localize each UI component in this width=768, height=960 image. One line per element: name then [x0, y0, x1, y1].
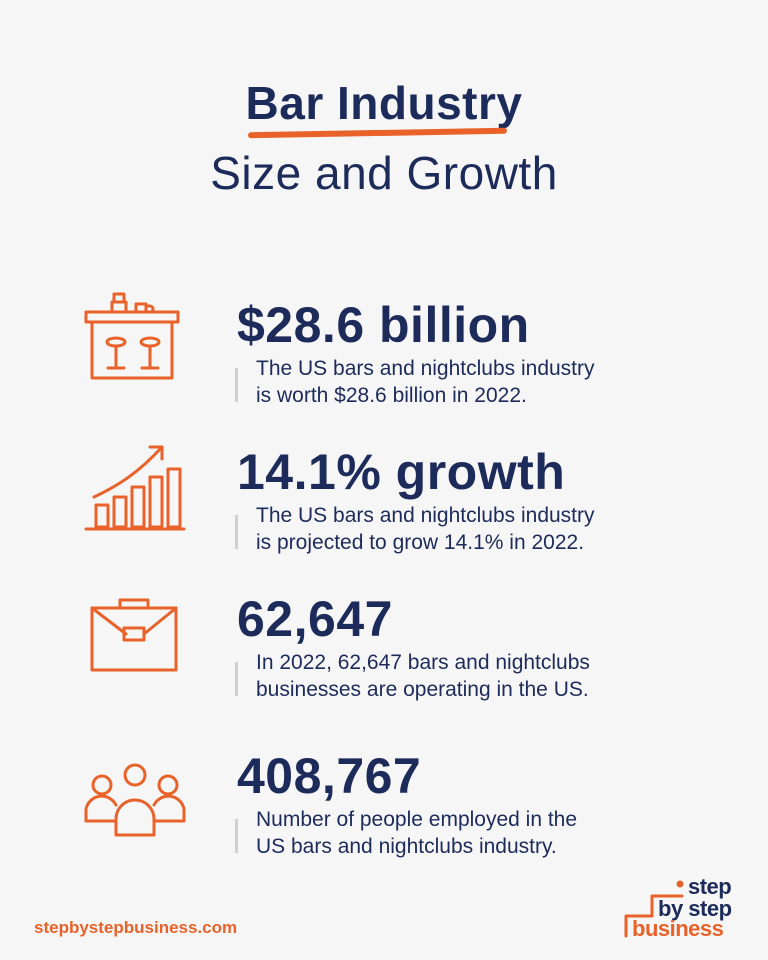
- stat-desc-line: The US bars and nightclubs industry: [256, 504, 595, 527]
- stat-revenue: $28.6 billion The US bars and nightclubs…: [0, 292, 768, 450]
- stat-desc-line: US bars and nightclubs industry.: [256, 835, 557, 858]
- stat-growth: 14.1% growth The US bars and nightclubs …: [0, 444, 768, 597]
- stat-value: 14.1% growth: [237, 444, 566, 500]
- logo-word-by-step: by step: [658, 896, 732, 921]
- stat-description: Number of people employed in the US bars…: [256, 806, 716, 860]
- brand-logo: step by step business: [622, 870, 742, 940]
- briefcase-icon: [90, 598, 178, 672]
- title-line-2: Size and Growth: [210, 147, 558, 199]
- logo-word-business: business: [632, 916, 724, 941]
- stat-description: The US bars and nightclubs industry is w…: [256, 355, 716, 409]
- stat-value: 408,767: [237, 748, 422, 804]
- desc-divider: [235, 515, 238, 549]
- stat-desc-line: The US bars and nightclubs industry: [256, 357, 595, 380]
- title-main: Bar Industry: [245, 77, 523, 129]
- desc-divider: [235, 819, 238, 853]
- desc-divider: [235, 368, 238, 402]
- logo-word-step: step: [688, 874, 732, 899]
- bar-counter-icon: [84, 292, 180, 380]
- stat-desc-line: is projected to grow 14.1% in 2022.: [256, 531, 585, 554]
- stat-desc-line: In 2022, 62,647 bars and nightclubs: [256, 651, 590, 674]
- stat-description: In 2022, 62,647 bars and nightclubs busi…: [256, 649, 716, 703]
- title-underline: [247, 127, 507, 139]
- people-group-icon: [84, 763, 186, 837]
- stat-businesses: 62,647 In 2022, 62,647 bars and nightclu…: [0, 594, 768, 744]
- page-title: Bar Industry Size and Growth: [0, 80, 768, 196]
- stat-value: 62,647: [237, 591, 393, 647]
- stat-desc-line: Number of people employed in the: [256, 808, 578, 831]
- desc-divider: [235, 662, 238, 696]
- logo-steps-icon: [624, 880, 684, 938]
- stat-employees: 408,767 Number of people employed in the…: [0, 751, 768, 901]
- stat-value: $28.6 billion: [237, 297, 530, 353]
- title-line-1: Bar Industry: [245, 77, 523, 139]
- stat-desc-line: is worth $28.6 billion in 2022.: [256, 384, 527, 407]
- stat-description: The US bars and nightclubs industry is p…: [256, 502, 716, 556]
- site-url-link[interactable]: stepbystepbusiness.com: [34, 918, 238, 937]
- stat-desc-line: businesses are operating in the US.: [256, 678, 589, 701]
- growth-chart-icon: [84, 445, 186, 531]
